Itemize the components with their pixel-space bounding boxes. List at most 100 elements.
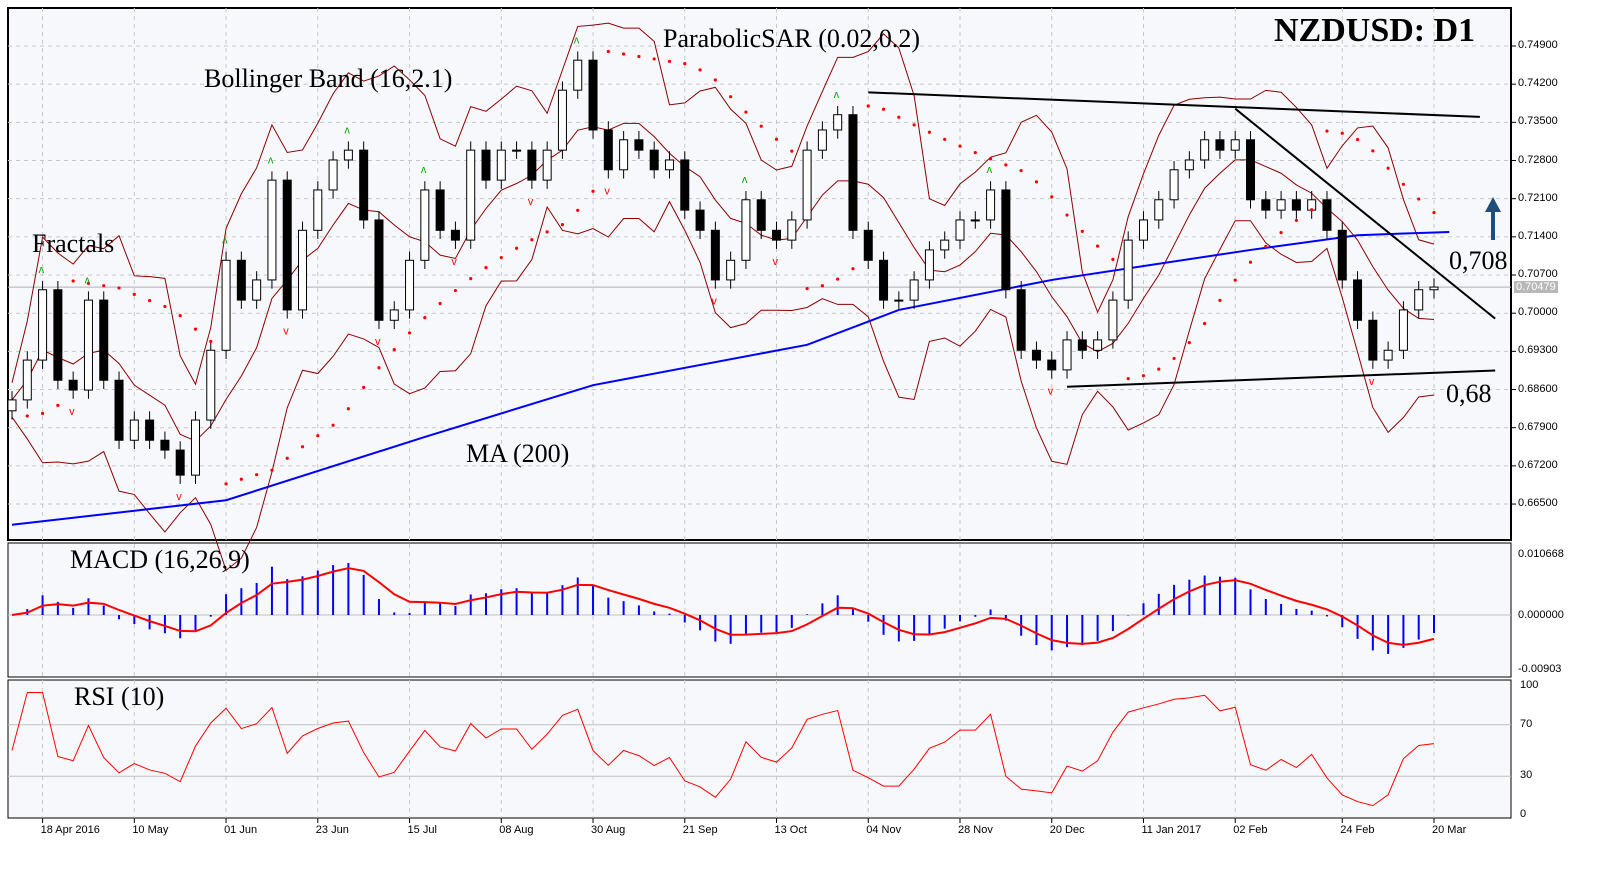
sar-dot — [438, 301, 442, 306]
sar-dot — [652, 57, 656, 61]
sar-dot — [1203, 321, 1207, 326]
candle-body — [282, 179, 292, 311]
candle-body — [619, 139, 629, 171]
sar-dot — [514, 246, 519, 250]
candle-body — [206, 349, 216, 421]
candle-body — [221, 259, 231, 351]
candle-body — [1337, 229, 1347, 281]
candle-body — [634, 139, 644, 151]
candle-body — [420, 189, 430, 261]
candle-body — [863, 229, 873, 261]
candle-body — [343, 149, 353, 161]
macd-signal-line — [11, 567, 1435, 646]
ma-label: MA (200) — [466, 439, 570, 468]
date-tick-label: 24 Feb — [1340, 824, 1375, 836]
candle-body — [267, 179, 277, 281]
sar-dot — [453, 288, 458, 293]
sar-dot — [881, 107, 886, 111]
date-tick-label: 04 Nov — [866, 824, 902, 836]
sar-dot — [40, 411, 45, 415]
candle-body — [1383, 349, 1393, 361]
panel-frame — [7, 679, 1512, 819]
sar-dot — [912, 123, 916, 127]
sar-dot — [316, 434, 320, 438]
price-tick-label: 0.71400 — [1518, 229, 1558, 242]
sar-dot — [469, 277, 473, 281]
bollinger-lower — [11, 200, 1435, 572]
sar-dot — [56, 403, 60, 408]
candle-body — [374, 219, 384, 321]
candle-body — [328, 159, 338, 191]
sar-dot — [1187, 341, 1191, 345]
price-tick-label: 0.70700 — [1518, 268, 1558, 281]
fractals-label: Fractals — [32, 229, 115, 258]
sar-dot — [1386, 166, 1390, 170]
sar-dot — [239, 477, 243, 481]
fractal-down-icon: v — [176, 491, 182, 503]
sar-dot — [1050, 195, 1054, 199]
candle-body — [252, 279, 262, 301]
fractal-down-icon: v — [451, 256, 457, 268]
candle-body — [313, 189, 323, 231]
sar-dot — [1218, 298, 1222, 302]
sar-dot — [102, 284, 106, 288]
sar-label: ParabolicSAR (0.02,0.2) — [663, 24, 921, 53]
candle-body — [894, 299, 904, 302]
sar-dot — [988, 157, 993, 161]
sar-dot — [163, 304, 167, 309]
sar-dot — [1157, 367, 1161, 371]
chart-title: NZDUSD: D1 — [1274, 12, 1476, 49]
trendline — [1234, 107, 1496, 320]
sar-dot — [973, 151, 977, 155]
sar-dot — [744, 110, 748, 114]
sar-dot — [270, 468, 274, 472]
candle-body — [680, 159, 690, 211]
sar-dot — [576, 208, 580, 212]
sar-dot — [86, 281, 91, 285]
fractal-down-icon: v — [604, 186, 610, 198]
candle-body — [664, 159, 674, 171]
sar-dot — [1034, 180, 1039, 184]
sar-dot — [209, 339, 213, 344]
fractal-down-icon: v — [283, 326, 289, 338]
candle-body — [1184, 159, 1194, 171]
price-tick-label: 0.66500 — [1518, 497, 1558, 510]
rsi-tick-label: 30 — [1520, 769, 1533, 782]
fractal-up-icon: ʌ — [344, 124, 350, 136]
date-tick-label: 30 Aug — [591, 824, 626, 836]
candle-body — [68, 379, 78, 391]
candle-body — [909, 279, 919, 301]
sar-dot — [1096, 244, 1100, 248]
sar-dot — [193, 327, 198, 331]
sar-dot — [943, 137, 947, 141]
rsi-label: RSI (10) — [74, 682, 165, 711]
fractal-down-icon: v — [773, 256, 779, 268]
sar-dot — [790, 149, 794, 153]
sar-dot — [1310, 208, 1314, 212]
sar-dot — [1141, 374, 1146, 378]
sar-dot — [423, 316, 427, 320]
candle-body — [1291, 199, 1301, 211]
date-tick-label: 08 Aug — [499, 824, 534, 836]
macd-tick-label: 0.010668 — [1518, 548, 1564, 560]
candle-body — [817, 129, 827, 151]
sar-dot — [667, 59, 672, 63]
sar-dot — [1340, 131, 1344, 135]
candle-body — [190, 419, 200, 476]
price-tick-label: 0.72800 — [1518, 153, 1558, 166]
sar-dot — [622, 52, 626, 56]
up-arrow-icon — [1485, 197, 1501, 212]
candle-body — [83, 299, 93, 391]
sar-dot — [1264, 244, 1268, 249]
candle-body — [145, 419, 155, 441]
candle-body — [1138, 219, 1148, 241]
sar-dot — [1111, 257, 1115, 261]
candle-body — [1169, 169, 1179, 201]
candle-body — [772, 229, 782, 241]
candle-body — [450, 229, 460, 241]
candle-body — [557, 89, 567, 151]
rsi-tick-label: 0 — [1520, 808, 1527, 820]
candle-body — [527, 149, 537, 181]
sar-dot — [1233, 278, 1237, 282]
candle-body — [726, 259, 736, 281]
